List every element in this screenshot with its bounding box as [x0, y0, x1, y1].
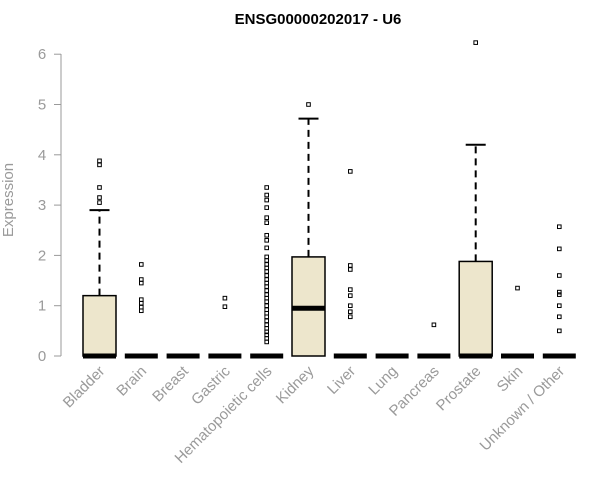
box-pancreas [417, 322, 451, 359]
outlier-point [557, 314, 562, 320]
outlier-point [348, 267, 353, 272]
outlier-point [515, 285, 520, 291]
outlier-point [264, 197, 269, 203]
x-tick-label: Kidney [273, 362, 318, 407]
outlier-point [348, 303, 353, 308]
outlier-point [557, 273, 562, 278]
outlier-point [264, 318, 269, 324]
y-tick-label: 0 [38, 348, 46, 365]
outlier-point [222, 295, 228, 301]
outlier-point [557, 289, 562, 295]
outlier-point [264, 232, 269, 238]
box-unknown-other [542, 224, 576, 359]
x-tick-label: Prostate [433, 363, 485, 415]
box-hematopoietic-cells [250, 185, 284, 359]
outlier-point [97, 162, 102, 168]
outlier-point [557, 246, 562, 252]
y-tick-label: 6 [38, 46, 46, 63]
chart-title: ENSG00000202017 - U6 [235, 11, 402, 28]
x-tick-label: Lung [365, 363, 401, 399]
outlier-point [306, 102, 311, 107]
outlier-point [264, 303, 269, 308]
outlier-point [264, 332, 269, 338]
x-tick-label: Bladder [60, 363, 109, 412]
outlier-point [473, 40, 478, 45]
outlier-point [264, 273, 269, 278]
outlier-point [557, 328, 562, 334]
outlier-point [222, 304, 228, 310]
outlier-point [264, 192, 269, 198]
outlier-point [264, 238, 269, 243]
outlier-point [348, 287, 353, 292]
outlier-point [139, 262, 144, 267]
x-tick-label: Brain [113, 363, 150, 400]
x-tick-label: Breast [149, 362, 192, 405]
y-tick-label: 5 [38, 97, 46, 114]
box-prostate [458, 40, 493, 359]
box-brain [124, 262, 158, 359]
y-tick-label: 4 [38, 147, 46, 164]
outlier-point [264, 254, 269, 260]
outlier-point [264, 288, 269, 293]
outlier-point [264, 245, 269, 251]
y-axis-label: Expression [0, 163, 17, 237]
y-tick-label: 3 [38, 197, 46, 214]
outlier-point [557, 292, 562, 297]
box-skin [501, 285, 534, 359]
outlier-point [97, 200, 102, 205]
outlier-point [348, 314, 353, 320]
iqr-box [458, 260, 493, 357]
outlier-point [264, 185, 269, 190]
box-gastric [208, 295, 242, 359]
outlier-point [264, 220, 269, 226]
box-bladder [82, 158, 117, 359]
x-tick-label: Skin [494, 363, 527, 396]
box-series [82, 40, 576, 359]
outlier-point [557, 303, 562, 308]
outlier-point [139, 297, 144, 302]
outlier-point [264, 215, 269, 220]
outlier-point [97, 185, 102, 190]
outlier-point [348, 263, 353, 268]
box-kidney [291, 102, 326, 357]
outlier-point [431, 322, 437, 328]
x-tick-label: Liver [324, 363, 359, 398]
outlier-point [264, 205, 269, 210]
outlier-point [97, 158, 102, 164]
outlier-point [348, 293, 353, 298]
outlier-point [139, 277, 144, 282]
y-tick-label: 2 [38, 247, 46, 264]
outlier-point [557, 224, 562, 230]
outlier-point [97, 195, 102, 200]
outlier-point [348, 169, 353, 174]
y-tick-label: 1 [38, 298, 46, 315]
y-axis-ticks: 0 1 2 3 4 5 6 [38, 46, 61, 365]
outlier-point [348, 309, 353, 315]
box-liver [333, 169, 367, 359]
iqr-box [82, 294, 117, 357]
